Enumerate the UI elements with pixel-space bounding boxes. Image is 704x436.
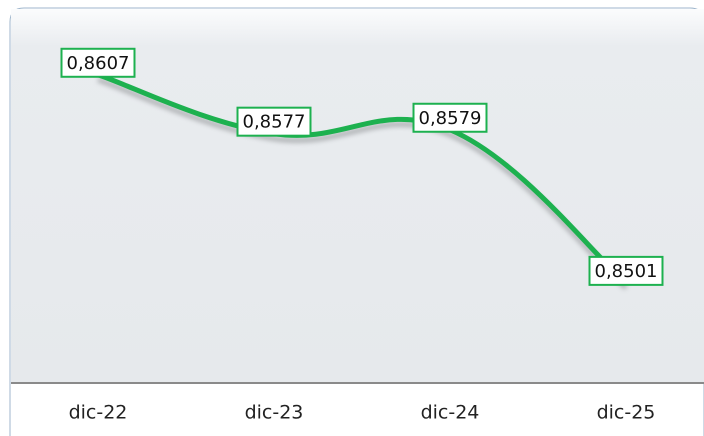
line xyxy=(95,72,629,286)
data-label-box xyxy=(412,102,488,133)
data-label: 0,8579 xyxy=(419,108,482,129)
data-label: 0,8577 xyxy=(243,112,306,133)
x-tick-label: dic-23 xyxy=(245,402,304,424)
x-tick-label: dic-22 xyxy=(69,402,128,424)
data-label-box xyxy=(60,47,136,78)
data-label-box xyxy=(588,255,664,286)
data-label: 0,8607 xyxy=(67,53,130,74)
line-shadow xyxy=(97,77,628,290)
data-label: 0,8501 xyxy=(595,261,658,282)
data-label-box xyxy=(236,106,312,137)
x-tick-label: dic-25 xyxy=(597,402,656,424)
x-tick-label: dic-24 xyxy=(421,402,480,424)
